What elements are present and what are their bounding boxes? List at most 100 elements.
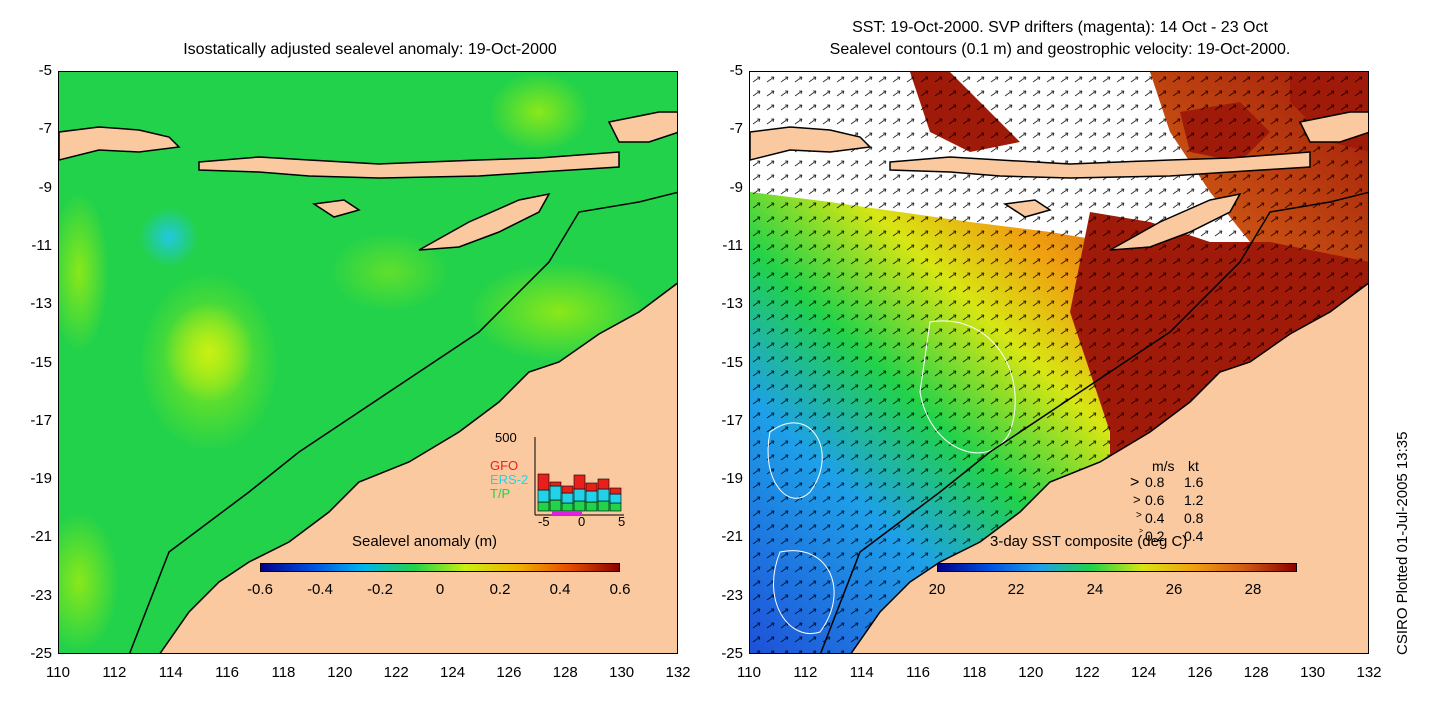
left-y-tick: -17 [30, 411, 52, 429]
histogram-bar-gfo [573, 474, 586, 490]
velocity-arrow-icon: > [1130, 474, 1140, 491]
plot-credit: CSIRO Plotted 01-Jul-2005 13:35 [1394, 431, 1411, 655]
velocity-legend-ms: 0.2 [1145, 528, 1165, 544]
left-y-tick: -13 [30, 295, 52, 313]
right-x-tick: 112 [793, 664, 818, 681]
histogram-bar-ers [573, 488, 586, 502]
histogram-bar-ers [561, 492, 574, 504]
right-y-tick: -7 [729, 120, 743, 138]
right-x-tick: 120 [1018, 664, 1044, 681]
histogram-bar-ers [597, 488, 610, 502]
left-colorbar-tick: -0.2 [367, 581, 393, 598]
left-colorbar-tick: -0.4 [307, 581, 333, 598]
left-x-tick: 126 [496, 664, 522, 681]
right-colorbar-tick: 22 [1007, 581, 1025, 598]
histogram-bar-tp [597, 500, 610, 512]
right-y-tick: -11 [722, 236, 743, 254]
right-x-tick: 114 [849, 664, 874, 681]
right-colorbar-tick: 24 [1086, 581, 1104, 598]
histogram-bar-ers [549, 485, 562, 501]
histogram-bar-tp [537, 501, 550, 512]
histogram-bar-gfo [585, 482, 598, 492]
left-y-tick: -19 [30, 470, 52, 488]
histogram-bar-gfo [561, 485, 574, 494]
left-y-tick: -11 [31, 236, 52, 254]
right-x-tick: 118 [962, 664, 987, 681]
histogram-bar-tp [561, 502, 574, 512]
velocity-legend-header-ms: m/s [1152, 458, 1175, 474]
histogram-x-tick: -5 [538, 514, 550, 529]
left-colorbar [260, 563, 620, 572]
histogram-x-tick: 5 [618, 514, 626, 529]
histogram-bar-tp [549, 499, 562, 512]
velocity-legend-header-kt: kt [1188, 458, 1199, 474]
left-x-tick: 122 [383, 664, 409, 681]
right-x-tick: 128 [1243, 664, 1269, 681]
left-x-tick: 116 [215, 664, 240, 681]
histogram-bar-gfo [609, 487, 622, 495]
right-colorbar-tick: 26 [1165, 581, 1183, 598]
left-x-tick: 132 [665, 664, 691, 681]
right-y-tick: -9 [729, 178, 743, 196]
histogram-bar-ers [585, 490, 598, 503]
left-colorbar-tick: 0.4 [549, 581, 571, 598]
velocity-legend-ms: 0.8 [1145, 474, 1165, 490]
velocity-legend-kt: 0.8 [1184, 510, 1204, 526]
right-colorbar-tick: 20 [928, 581, 946, 598]
right-x-tick: 116 [906, 664, 931, 681]
histogram-bar-tp [609, 502, 622, 512]
right-x-tick: 132 [1356, 664, 1382, 681]
right-x-tick: 122 [1074, 664, 1100, 681]
velocity-arrow-icon: > [1139, 528, 1144, 535]
right-x-tick: 110 [737, 664, 761, 681]
velocity-legend-ms: 0.4 [1145, 510, 1165, 526]
right-colorbar [937, 563, 1297, 572]
velocity-arrow-icon: > [1133, 492, 1141, 507]
right-x-tick: 124 [1131, 664, 1157, 681]
sealevel-map-graphic [59, 72, 677, 653]
right-y-tick: -25 [721, 645, 743, 662]
histogram-bar-gfo [597, 478, 610, 490]
left-y-tick: -23 [30, 586, 52, 604]
histogram-x-tick: 0 [578, 514, 586, 529]
histogram-bar-ers [537, 489, 550, 503]
histogram-bar-tp [585, 501, 598, 512]
histogram-bar-gfo [549, 481, 562, 487]
right-y-tick: -21 [721, 528, 743, 546]
right-y-tick: -19 [721, 470, 743, 488]
histogram-bar-gfo [537, 473, 550, 491]
sst-map-graphic [750, 72, 1368, 653]
right-x-tick: 130 [1300, 664, 1326, 681]
velocity-arrow-icon: > [1136, 510, 1142, 521]
left-x-tick: 110 [46, 664, 70, 681]
left-x-tick: 120 [327, 664, 353, 681]
right-panel-title-line2: Sealevel contours (0.1 m) and geostrophi… [829, 41, 1291, 58]
velocity-legend-kt: 0.4 [1184, 528, 1204, 544]
right-panel-title-line1: SST: 19-Oct-2000. SVP drifters (magenta)… [852, 19, 1268, 36]
right-y-tick: -23 [721, 586, 743, 604]
left-colorbar-tick: 0.2 [489, 581, 511, 598]
left-x-tick: 128 [552, 664, 578, 681]
velocity-legend-kt: 1.2 [1184, 492, 1204, 508]
left-y-tick: -25 [30, 645, 52, 662]
histogram-legend-t/p: T/P [490, 486, 511, 501]
left-colorbar-tick: 0 [435, 581, 445, 598]
left-panel-title: Isostatically adjusted sealevel anomaly:… [183, 41, 557, 58]
right-y-tick: -13 [721, 295, 743, 313]
sst-velocity-map [749, 71, 1369, 654]
left-y-tick: -15 [30, 353, 52, 371]
left-x-tick: 112 [102, 664, 127, 681]
histogram-drifter-band [552, 511, 582, 515]
right-colorbar-tick: 28 [1244, 581, 1262, 598]
left-colorbar-label: Sealevel anomaly (m) [352, 533, 498, 550]
left-y-tick: -9 [38, 178, 52, 196]
histogram-legend-gfo: GFO [490, 458, 519, 473]
right-y-tick: -15 [721, 353, 743, 371]
left-y-tick: -7 [38, 120, 52, 138]
histogram-legend-ers-2: ERS-2 [490, 472, 529, 487]
sealevel-anomaly-map [58, 71, 678, 654]
histogram-ymax-label: 500 [495, 430, 517, 445]
right-x-tick: 126 [1187, 664, 1213, 681]
right-y-tick: -5 [729, 62, 743, 79]
right-y-tick: -17 [721, 411, 743, 429]
